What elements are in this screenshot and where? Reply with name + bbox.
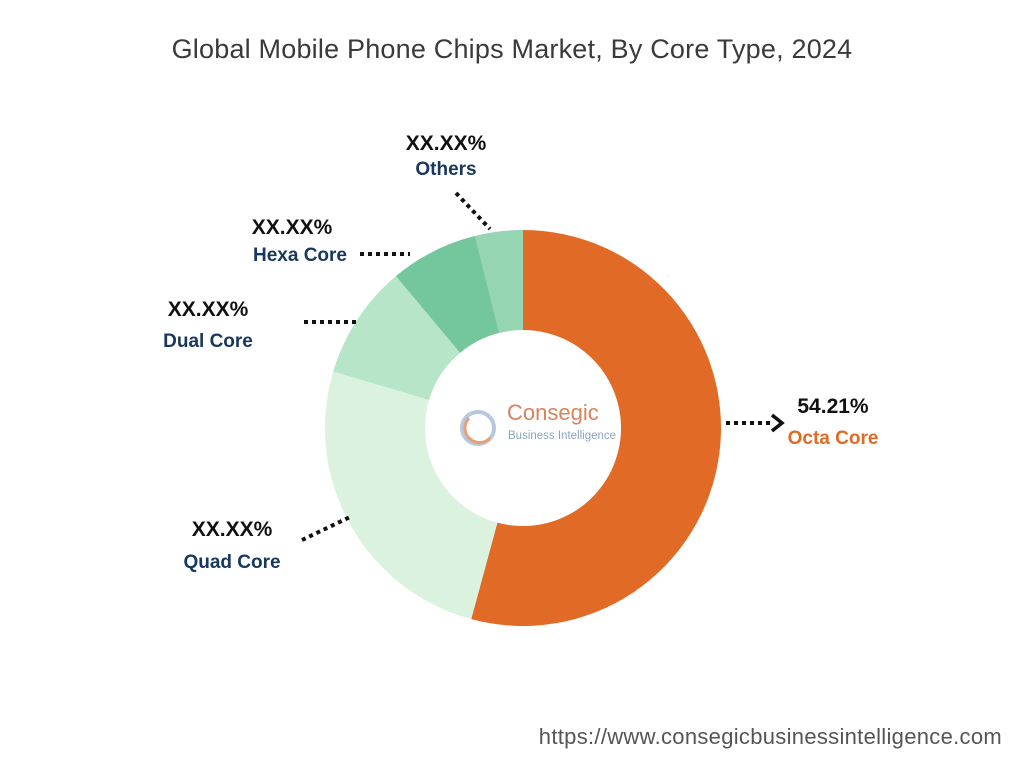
logo-arc-icon (463, 416, 492, 444)
logo-name: Consegic (507, 400, 599, 425)
leader-line-others (454, 191, 492, 231)
value-label-hexa-core: XX.XX% (251, 216, 333, 239)
value-label-octa-core: 54.21% (797, 395, 869, 418)
category-label-dual-core: Dual Core (163, 331, 253, 352)
value-label-others: XX.XX% (405, 132, 487, 155)
category-label-others: Others (415, 159, 477, 180)
arrow-head-icon (770, 413, 785, 433)
leader-line-quad-core (301, 515, 351, 542)
category-label-quad-core: Quad Core (183, 552, 281, 573)
slice-quad-core (324, 371, 498, 620)
category-label-hexa-core: Hexa Core (253, 245, 347, 266)
category-label-octa-core: Octa Core (787, 428, 879, 449)
consegic-logo: Consegic Business Intelligence (460, 400, 616, 446)
logo-tagline: Business Intelligence (508, 430, 616, 442)
slice-others (475, 230, 523, 333)
slice-dual-core (333, 276, 461, 401)
chart-title: Global Mobile Phone Chips Market, By Cor… (171, 34, 853, 64)
logo-ring (460, 410, 496, 446)
slice-hexa-core (395, 235, 500, 353)
value-label-quad-core: XX.XX% (191, 518, 273, 541)
slice-octa-core (471, 230, 721, 626)
source-url[interactable]: https://www.consegicbusinessintelligence… (538, 724, 1002, 749)
value-label-dual-core: XX.XX% (167, 298, 249, 321)
